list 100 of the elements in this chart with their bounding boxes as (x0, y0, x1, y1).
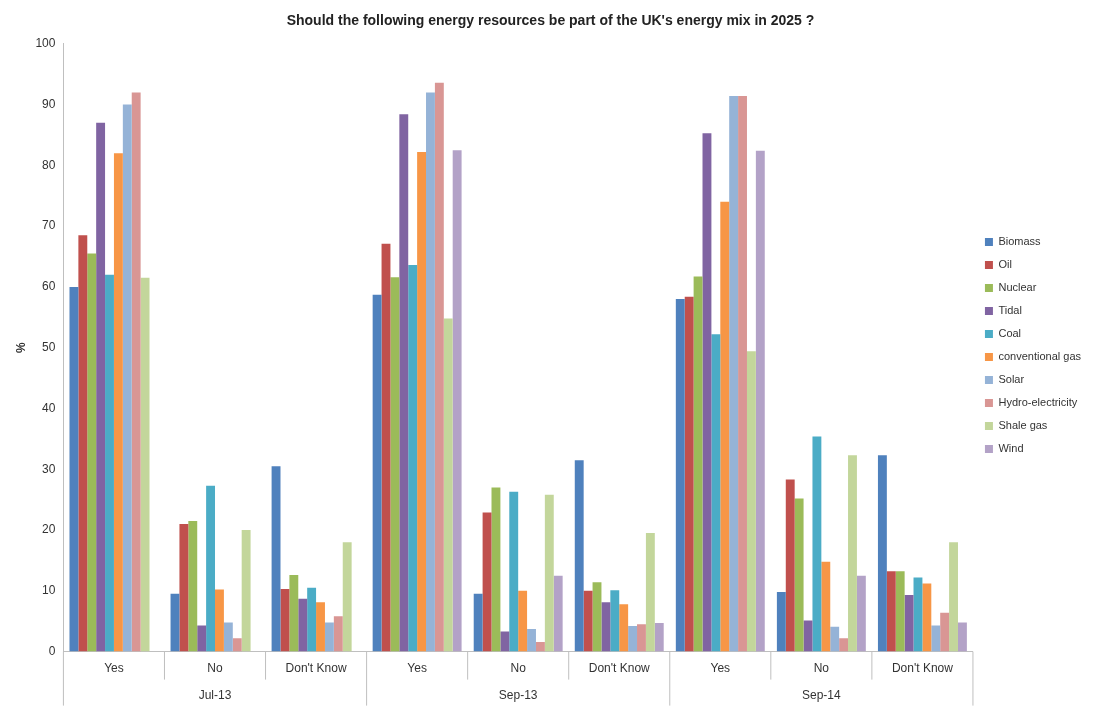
bar (812, 436, 822, 652)
bar (527, 629, 536, 652)
bar (271, 466, 281, 652)
y-tick-label: 40 (42, 400, 56, 415)
bar (940, 612, 950, 652)
bar (957, 622, 967, 652)
bar (179, 523, 189, 652)
bar (96, 122, 106, 652)
chart-title: Should the following energy resources be part of the UK's energy mix in 2025 ? (286, 12, 815, 29)
x-tick-label: Yes (710, 661, 731, 676)
bar (746, 351, 756, 652)
bar (223, 622, 233, 652)
bar (241, 530, 251, 652)
legend-label: Solar (998, 373, 1025, 386)
y-tick-label: 0 (48, 643, 56, 658)
legend-label: Nuclear (998, 281, 1037, 294)
bar (333, 616, 343, 652)
y-tick-label: 10 (42, 583, 56, 598)
bar (738, 96, 747, 652)
bar (720, 201, 730, 652)
y-tick-label: 50 (42, 340, 56, 355)
x-tick-label: Don't Know (285, 661, 347, 676)
y-tick-label: 80 (42, 157, 56, 172)
bar (877, 455, 887, 652)
bar (848, 455, 857, 652)
bar (390, 277, 400, 652)
bar (188, 520, 198, 652)
bar (443, 318, 453, 652)
y-tick-label: 30 (42, 461, 56, 476)
legend-label: Oil (998, 258, 1012, 271)
bar (913, 577, 923, 652)
bar (280, 589, 290, 652)
bar (509, 491, 519, 652)
y-tick-label: 100 (35, 36, 56, 51)
y-tick-label: 20 (42, 522, 56, 537)
bar (856, 575, 866, 652)
bar (755, 150, 765, 652)
bar (206, 485, 216, 652)
bar (601, 602, 611, 652)
bar (298, 598, 308, 652)
x-tick-label: No (510, 661, 527, 676)
bar (711, 334, 721, 652)
text: Sep-14 (802, 687, 842, 702)
legend-label: Coal (998, 327, 1022, 340)
legend-label: Wind (998, 442, 1024, 455)
bar (140, 277, 150, 652)
bar (87, 253, 97, 652)
legend-label: Biomass (998, 235, 1042, 248)
bar (592, 582, 602, 652)
bar (922, 583, 932, 652)
y-tick-label: 70 (42, 218, 56, 233)
bar (316, 602, 325, 652)
bar (69, 286, 79, 652)
legend-label: Shale gas (998, 419, 1048, 432)
bar (693, 276, 703, 652)
bar (113, 153, 123, 652)
bar (78, 235, 88, 652)
bar (131, 92, 141, 652)
bar (684, 296, 694, 652)
legend-label: conventional gas (998, 350, 1082, 363)
bar (535, 641, 545, 652)
bar (628, 626, 638, 652)
bar (729, 96, 739, 652)
bar (342, 542, 352, 652)
bar (839, 638, 849, 652)
x-tick-label: Yes (104, 661, 124, 676)
x-tick-label: Don't Know (588, 661, 651, 676)
bar (434, 82, 444, 652)
bar (482, 512, 492, 652)
bar (197, 625, 207, 652)
bar (232, 638, 242, 652)
x-tick-label: Don't Know (891, 661, 954, 676)
bar (645, 533, 655, 652)
bar (785, 479, 795, 652)
text: Jul-13 (198, 687, 232, 702)
bar (830, 626, 840, 652)
bar (307, 587, 317, 652)
bar (473, 593, 483, 652)
bar (702, 133, 712, 652)
bar (654, 623, 664, 652)
bar (289, 575, 299, 652)
bar (904, 595, 914, 652)
text: Sep-13 (498, 687, 538, 702)
bar (886, 571, 896, 652)
bar (776, 592, 786, 652)
bar (324, 622, 334, 652)
bar (408, 265, 418, 652)
y-tick-label: 90 (42, 96, 56, 111)
legend-label: Hydro-electricity (998, 396, 1078, 409)
y-tick-label: 60 (42, 279, 56, 294)
bar (518, 590, 528, 652)
x-tick-label: No (207, 661, 223, 676)
x-tick-label: Yes (407, 661, 427, 676)
bar (417, 151, 427, 652)
y-axis-title: % (13, 342, 28, 354)
bar (949, 542, 958, 652)
bar (105, 274, 114, 652)
bar (215, 589, 224, 652)
bar (399, 114, 409, 652)
bar (574, 460, 584, 652)
